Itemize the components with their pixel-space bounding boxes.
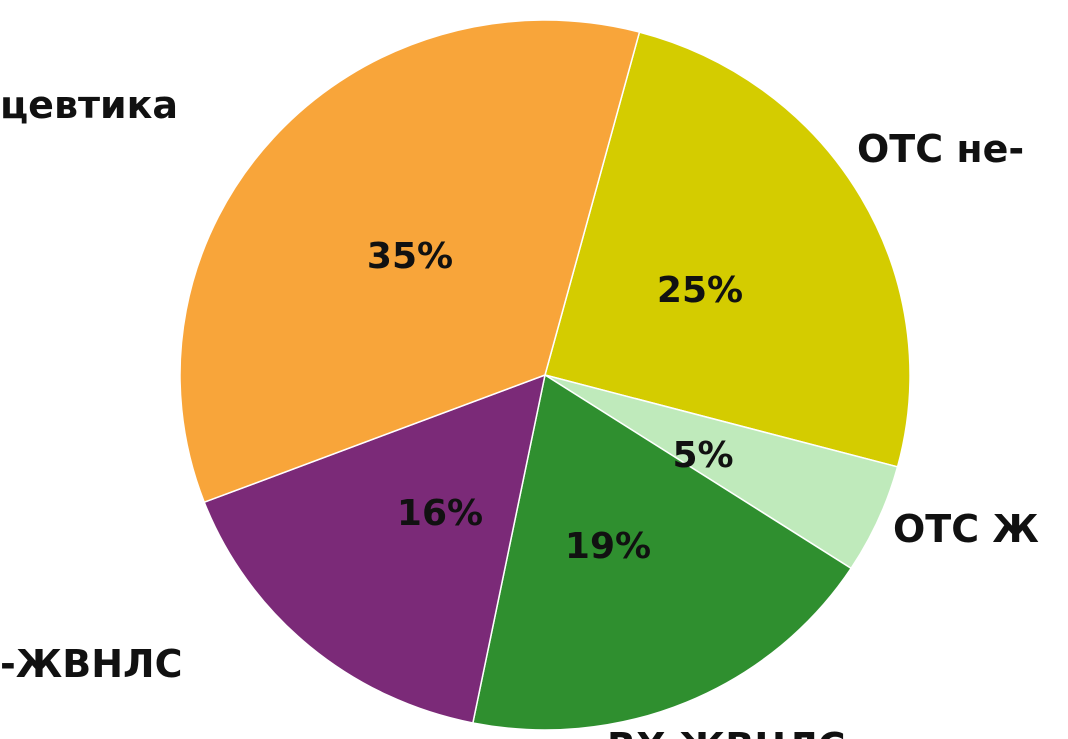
category-label: ОТС не-: [857, 127, 1024, 171]
pie-slice: [203, 373, 547, 724]
value-label: 16%: [397, 493, 483, 534]
pie-slice: [544, 31, 911, 468]
value-label: 5%: [672, 435, 733, 476]
value-label: 19%: [565, 526, 651, 567]
value-label: 25%: [657, 270, 743, 311]
pie-slice: [471, 373, 853, 731]
value-label: 35%: [367, 236, 453, 277]
pie-slice: [179, 19, 641, 504]
category-label: ОТС Ж: [893, 507, 1039, 551]
category-label: цевтика: [0, 83, 178, 127]
category-label: -ЖВНЛС: [0, 642, 183, 686]
category-label: RX ЖВНЛС: [607, 725, 846, 739]
